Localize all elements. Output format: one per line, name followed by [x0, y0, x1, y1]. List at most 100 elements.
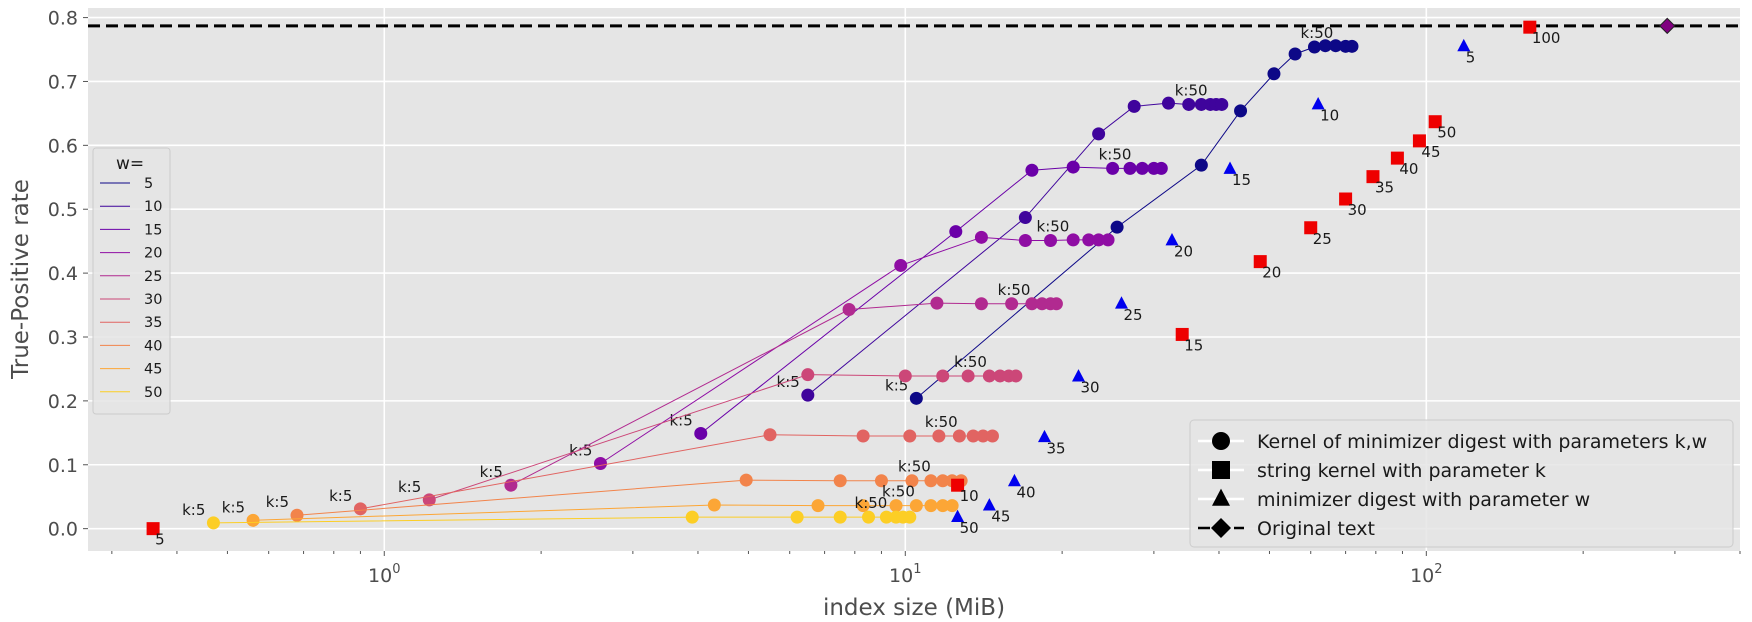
series-point	[1018, 211, 1032, 225]
marker-legend-label: minimizer digest with parameter w	[1257, 489, 1590, 511]
series-w=25: k:5 k:50	[480, 281, 1063, 492]
minimizer-digest-point	[1007, 473, 1021, 487]
string-kernel-label: 100	[1532, 29, 1561, 47]
minimizer-digest-point	[1115, 296, 1129, 309]
series-point	[924, 499, 938, 513]
minimizer-digest-label: 20	[1174, 243, 1193, 261]
minimizer-digest-point	[1311, 96, 1325, 110]
y-tick-label: 0.4	[48, 263, 78, 285]
series-w=20: k:5 k:50	[569, 218, 1115, 470]
series-point	[1182, 97, 1196, 111]
k5-label: k:5	[222, 498, 245, 516]
y-tick-label: 0.2	[48, 391, 78, 413]
k5-label: k:5	[669, 411, 692, 429]
w-legend-label: 25	[144, 269, 162, 285]
series-point	[1018, 234, 1032, 248]
series-point	[909, 391, 923, 405]
w-legend-label: 10	[144, 199, 162, 215]
k5-label: k:5	[329, 487, 352, 505]
series-point	[1044, 234, 1058, 248]
series-point	[694, 426, 708, 440]
series-point	[936, 474, 950, 488]
series-point	[1009, 369, 1023, 383]
y-tick-label: 0.5	[48, 199, 78, 221]
grid-lines	[88, 8, 1740, 551]
string-kernel-point	[1412, 134, 1426, 148]
y-tick-label: 0.8	[48, 8, 78, 30]
w-legend-label: 45	[144, 362, 162, 378]
w-legend-title: w=	[116, 154, 144, 174]
minimizer-digest-point	[1223, 161, 1237, 174]
series-point	[1307, 40, 1321, 54]
k50-label: k:50	[1300, 24, 1333, 42]
series-point	[1345, 39, 1359, 53]
series-point	[961, 369, 975, 383]
series-w=45: k:5 k:50	[222, 483, 959, 527]
w-legend-label: 50	[144, 385, 162, 401]
k50-label: k:50	[1175, 81, 1208, 99]
original-text-point	[1659, 17, 1676, 35]
marker-legend-circle-icon	[1212, 432, 1230, 450]
minimizer-digest-label: 15	[1232, 171, 1251, 189]
k50-label: k:50	[1099, 145, 1132, 163]
series-point	[811, 499, 825, 513]
series-w=15: k:5 k:50	[669, 145, 1168, 440]
series-point	[889, 499, 903, 513]
string-kernel-point	[1304, 221, 1318, 235]
series-w=30: k:5 k:50	[398, 353, 1023, 507]
k5-label: k:5	[480, 463, 503, 481]
y-tick-label: 0.3	[48, 327, 78, 349]
marker-legend-square-icon	[1212, 461, 1230, 479]
w-legend-label: 30	[144, 292, 162, 308]
minimizer-digest-label: 40	[1016, 483, 1035, 501]
x-tick-label: 102	[1410, 562, 1442, 587]
marker-legend-label: Original text	[1257, 518, 1375, 540]
series-point	[974, 230, 988, 244]
series-point	[1161, 96, 1175, 110]
series-w=35: k:5 k:50	[329, 413, 999, 516]
k50-label: k:50	[954, 353, 987, 371]
minimizer-digest-label: 50	[960, 519, 979, 537]
series-point	[1154, 161, 1168, 175]
series-point	[856, 499, 870, 513]
string-kernel-label: 50	[1437, 124, 1456, 142]
k50-label: k:50	[998, 281, 1031, 299]
x-tick-exponent: 2	[1434, 562, 1442, 577]
series-point	[1194, 158, 1208, 172]
series-point	[801, 388, 815, 402]
string-kernel-point	[1339, 192, 1353, 206]
series-point	[856, 429, 870, 443]
series-point	[936, 369, 950, 383]
series-point	[952, 429, 966, 443]
series-point	[1123, 161, 1137, 175]
marker-legend-entries: Kernel of minimizer digest with paramete…	[1198, 431, 1707, 540]
series-point	[1092, 233, 1106, 247]
series-point	[1267, 67, 1281, 81]
minimizer-digest-point	[1037, 429, 1051, 443]
series-point	[909, 499, 923, 513]
k5-label: k:5	[266, 493, 289, 511]
k50-label: k:50	[898, 458, 931, 476]
series-point	[763, 428, 777, 442]
x-tick-base: 10	[368, 565, 392, 587]
marker-legend-box	[1189, 419, 1734, 548]
series-point	[1127, 99, 1141, 113]
string-kernel-label: 25	[1313, 230, 1332, 248]
k5-label: k:5	[398, 478, 421, 496]
series-point	[1106, 161, 1120, 175]
series-point	[707, 498, 721, 512]
x-tick-exponent: 0	[392, 562, 400, 577]
minimizer-digest-label: 35	[1046, 439, 1065, 457]
string-kernel-label: 5	[155, 531, 165, 549]
series-point	[1092, 127, 1106, 141]
series-point	[905, 474, 919, 488]
string-kernel-point	[1366, 170, 1380, 184]
y-tick-label: 0.6	[48, 135, 78, 157]
series-point	[1066, 233, 1080, 247]
series-point	[936, 499, 950, 513]
x-axis-label: index size (MiB)	[823, 595, 1005, 621]
w-legend-label: 15	[144, 222, 162, 238]
series-point	[898, 369, 912, 383]
series-w=10: k:5 k:50	[777, 81, 1229, 402]
series-point	[833, 474, 847, 488]
